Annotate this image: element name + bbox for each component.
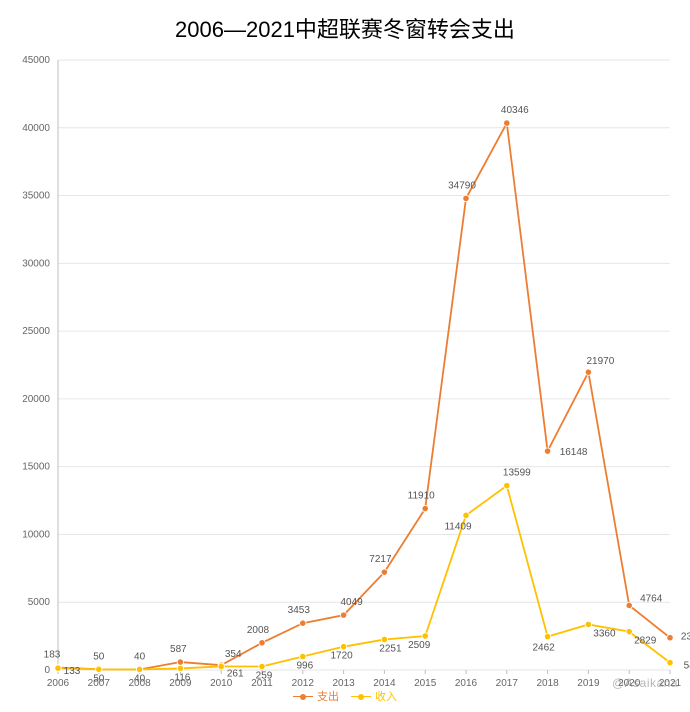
legend-swatch [293,696,313,697]
series-marker [667,659,673,665]
series-marker [381,569,387,575]
legend-label: 支出 [317,688,339,704]
y-tick-label: 10000 [22,529,50,540]
series-marker [626,628,632,634]
series-marker [381,636,387,642]
series-marker [667,635,673,641]
series-marker [136,666,142,672]
data-label: 2381 [681,632,690,643]
data-label: 2462 [532,643,555,654]
series-marker [300,653,306,659]
series-marker [177,659,183,665]
series-marker [585,621,591,627]
series-marker [422,633,428,639]
y-tick-label: 35000 [22,191,50,202]
legend-item-收入: 收入 [351,688,397,704]
legend: 支出 收入 [0,688,690,705]
series-marker [96,666,102,672]
data-label: 2509 [408,640,431,651]
data-label: 259 [256,670,273,681]
data-label: 1720 [330,651,353,662]
legend-item-支出: 支出 [293,688,339,704]
y-tick-label: 30000 [22,258,50,269]
series-marker [259,663,265,669]
series-marker [504,120,510,126]
data-label: 3360 [593,628,616,639]
data-label: 133 [64,666,81,677]
series-marker [177,665,183,671]
data-label: 996 [296,660,313,671]
data-label: 40 [134,651,146,662]
data-label: 2251 [379,643,402,654]
data-label: 7217 [369,554,392,565]
series-marker [504,482,510,488]
data-label: 4049 [340,597,363,608]
data-label: 40346 [501,105,529,116]
data-label: 587 [170,644,187,655]
series-marker [544,633,550,639]
data-label: 34790 [448,180,476,191]
data-label: 116 [174,672,190,683]
chart-svg: 0 5000 10000 15000 20000 25000 30000 35000 40000… [0,0,690,712]
data-label: 354 [225,649,242,660]
y-tick-label: 45000 [22,55,50,66]
data-label: 4764 [640,593,663,604]
series-line-支出 [58,123,670,669]
data-label: 11910 [408,491,436,502]
data-label: 13599 [503,468,531,479]
data-label: 50 [93,651,105,662]
series-marker [463,512,469,518]
data-label: 40 [134,673,146,684]
series-marker [259,640,265,646]
data-label: 3453 [288,605,311,616]
series-marker [422,505,428,511]
legend-label: 收入 [375,688,397,704]
y-tick-label: 5000 [28,597,51,608]
data-label: 21970 [586,356,614,367]
chart-container: 2006—2021中超联赛冬窗转会支出 0 5000 10000 15000 20000… [0,0,690,712]
series-line-收入 [58,486,670,670]
series-marker [626,602,632,608]
legend-marker [300,694,306,700]
series-marker [340,612,346,618]
data-label: 50 [93,673,105,684]
chart-title: 2006—2021中超联赛冬窗转会支出 [0,12,690,44]
series-marker [585,369,591,375]
data-label: 11409 [444,521,472,532]
data-label: 542 [684,661,690,672]
series-marker [463,195,469,201]
series-marker [218,663,224,669]
y-tick-label: 20000 [22,394,50,405]
data-label: 261 [227,668,244,679]
series-marker [300,620,306,626]
y-tick-label: 0 [44,665,50,676]
legend-marker [358,694,364,700]
y-tick-label: 25000 [22,326,50,337]
data-label: 2829 [634,636,657,647]
series-marker [544,448,550,454]
data-label: 2008 [247,625,270,636]
data-label: 16148 [560,447,588,458]
y-tick-label: 40000 [22,123,50,134]
data-label: 183 [44,650,61,661]
series-marker [340,643,346,649]
series-marker [55,665,61,671]
y-tick-label: 15000 [22,462,50,473]
legend-swatch [351,696,371,697]
